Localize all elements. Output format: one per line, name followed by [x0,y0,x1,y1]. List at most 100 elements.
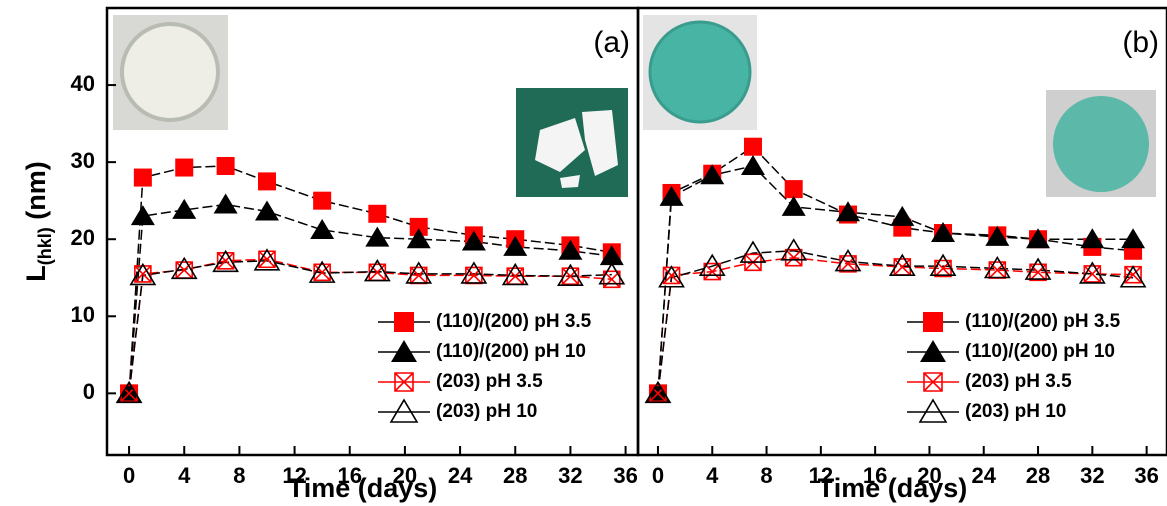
marker [599,245,624,266]
legend-marker [923,312,943,332]
marker [703,262,722,281]
marker [929,253,957,276]
y-axis-title-unit: (nm) [21,161,51,227]
legend-marker [923,372,943,392]
marker [740,154,765,175]
marker [212,249,240,273]
marker [780,238,808,261]
x-tick-label: 28 [1026,463,1050,488]
y-axis-title-main: L [21,265,51,282]
legend-marker [389,398,419,423]
marker [890,205,915,226]
legend-label: (203) pH 3.5 [436,371,543,392]
marker [253,248,281,271]
marker [834,249,862,272]
legend-label: (110)/(200) pH 10 [436,341,586,362]
x-tick-label: 8 [233,463,245,488]
series-line [657,250,1134,394]
series-line [128,203,612,394]
y-axis-title: L(hkl) (nm) [21,161,55,281]
marker [1026,228,1051,249]
marker [409,217,428,236]
legend-label: (203) pH 10 [965,401,1066,422]
marker [698,253,726,276]
x-tick-label: 0 [652,463,664,488]
marker [784,180,803,199]
x-tick-label: 4 [706,463,719,488]
y-tick-label: 0 [83,379,95,404]
marker [743,137,762,156]
x-tick-label: 0 [123,463,135,488]
x-axis-title: Time (days) [288,473,438,503]
marker [130,205,155,226]
panel: 0 4 8 12 16 20 24 28 32 36 Time (days) (b) (110)/(20… [636,6,1167,503]
marker [460,261,488,284]
marker [1124,265,1142,284]
inset-a [516,88,628,197]
x-tick-label: 28 [503,463,527,488]
plot-frame [636,6,1167,457]
x-tick-label: 8 [760,463,772,488]
x-tick-label: 24 [448,463,473,488]
marker [985,225,1010,246]
marker [739,240,767,263]
y-tick-label: 30 [71,148,95,173]
marker [835,201,860,222]
x-tick-label: 24 [972,463,997,488]
marker [888,253,916,276]
x-tick-label: 4 [178,463,191,488]
x-tick-label: 36 [613,463,637,488]
marker [658,265,685,288]
marker [501,262,529,286]
x-tick-label: 32 [558,463,582,488]
marker [700,164,725,185]
marker [598,262,626,285]
marker [659,185,684,206]
marker [216,156,235,175]
x-tick-label: 20 [393,463,417,488]
marker [1121,228,1146,249]
marker [781,195,806,216]
y-tick-label: 40 [71,71,95,96]
marker [257,172,276,191]
x-tick-label: 16 [863,463,887,488]
marker [461,230,486,251]
series-line [128,260,612,394]
panel-label: (a) [593,26,630,59]
marker [308,260,336,283]
inset-b [1046,90,1156,197]
marker [313,191,332,210]
legend-marker [394,312,414,332]
marker [115,380,143,404]
y-tick-label: 20 [71,225,95,250]
marker [662,266,681,285]
legend-marker [394,372,414,392]
marker [406,228,431,249]
marker [1080,228,1105,249]
legend-label: (203) pH 3.5 [965,371,1072,392]
marker [363,259,391,282]
marker [175,158,194,177]
marker [310,218,335,239]
marker [365,226,390,247]
marker [368,204,387,223]
marker [170,256,198,280]
legend-label: (110)/(200) pH 10 [965,341,1115,362]
marker [644,380,672,404]
series-line [128,165,612,394]
legend-label: (203) pH 10 [436,401,537,422]
marker [1024,257,1052,280]
marker [254,200,279,221]
marker [213,193,238,214]
panel-label: (b) [1122,26,1159,59]
x-tick-label: 16 [338,463,362,488]
x-tick-label: 12 [809,463,833,488]
legend-label: (110)/(200) pH 3.5 [436,311,592,332]
photo-b [643,15,757,130]
legend-marker [920,340,946,362]
marker [557,263,584,286]
marker [558,239,583,260]
marker [1119,265,1147,288]
y-axis-title-sub: (hkl) [35,227,55,265]
